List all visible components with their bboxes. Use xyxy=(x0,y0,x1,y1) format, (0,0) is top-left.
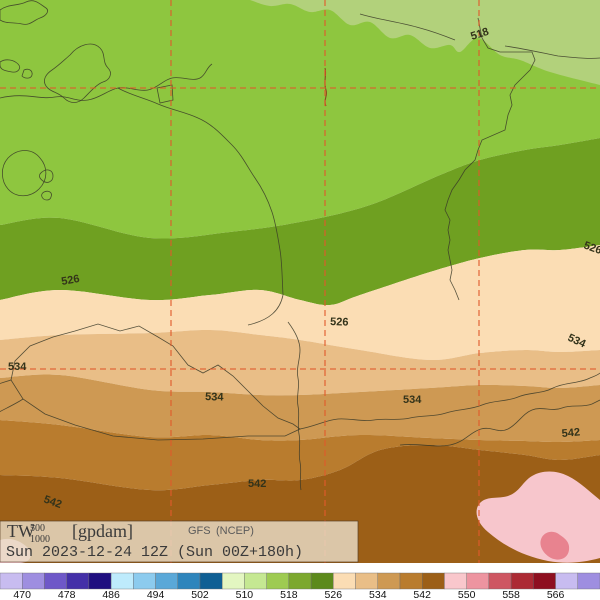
svg-text:(NCEP): (NCEP) xyxy=(216,525,254,537)
svg-text:478: 478 xyxy=(58,589,76,600)
svg-text:[gpdam]: [gpdam] xyxy=(72,521,133,541)
svg-text:558: 558 xyxy=(502,589,520,600)
svg-text:534: 534 xyxy=(369,589,387,600)
svg-text:510: 510 xyxy=(236,589,254,600)
svg-text:566: 566 xyxy=(547,589,565,600)
svg-text:494: 494 xyxy=(147,589,165,600)
svg-text:486: 486 xyxy=(102,589,120,600)
svg-text:526: 526 xyxy=(325,589,343,600)
svg-text:542: 542 xyxy=(413,589,431,600)
svg-text:534: 534 xyxy=(8,361,27,373)
svg-text:534: 534 xyxy=(403,394,422,406)
svg-text:542: 542 xyxy=(561,426,580,440)
svg-text:Sun 2023-12-24 12Z (Sun 00Z+18: Sun 2023-12-24 12Z (Sun 00Z+180h) xyxy=(6,544,303,561)
svg-text:526: 526 xyxy=(330,316,349,329)
svg-text:470: 470 xyxy=(13,589,31,600)
svg-text:534: 534 xyxy=(205,391,225,404)
svg-text:542: 542 xyxy=(248,478,266,490)
svg-text:500: 500 xyxy=(30,523,45,534)
svg-text:502: 502 xyxy=(191,589,209,600)
svg-text:550: 550 xyxy=(458,589,476,600)
svg-text:518: 518 xyxy=(280,589,298,600)
svg-text:GFS: GFS xyxy=(188,525,211,537)
